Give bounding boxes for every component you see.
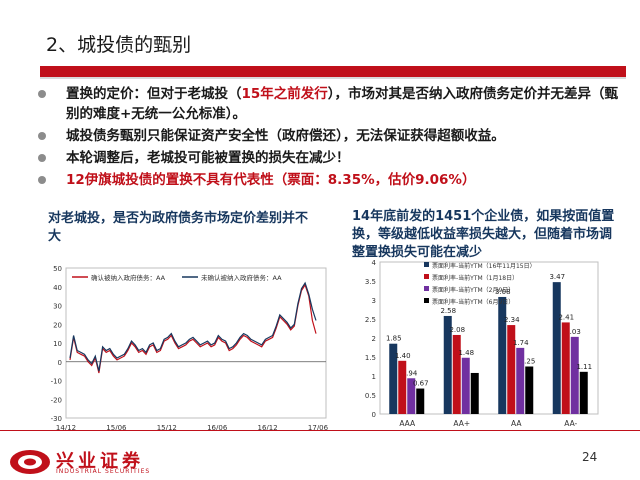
bullet-highlight: 15年之前发行: [241, 86, 328, 102]
bar-AA+-series-3: [470, 372, 479, 414]
footer-divider: [0, 430, 640, 431]
line-y-tick-label: -20: [51, 396, 62, 404]
bullet-item: 本轮调整后，老城投可能被置换的损失在减少！: [38, 148, 628, 168]
bar-AAA-series-0: [389, 343, 398, 414]
bar-data-label: 2.08: [449, 326, 465, 334]
bullet-item: 城投债务甄别只能保证资产安全性（政府偿还），无法保证获得超额收益。: [38, 126, 628, 146]
bar-AA--series-2: [570, 336, 579, 414]
line-legend-label: 未确认被纳入政府债务：AA: [201, 273, 282, 282]
line-x-tick-label: 16/12: [258, 424, 278, 432]
bar-x-tick-label: AAA: [399, 419, 416, 428]
bullet-list: 置换的定价：但对于老城投（15年之前发行），市场对其是否纳入政府债务定价并无差异…: [38, 84, 628, 192]
bar-y-tick-label: 4: [372, 259, 377, 267]
line-x-tick-label: 16/06: [207, 424, 228, 432]
bar-chart-frame: [379, 261, 599, 415]
line-y-tick-label: 40: [53, 284, 62, 292]
bar-legend-label: 票面利率-当前YTM（1月18日）: [432, 274, 518, 282]
bar-data-label: 0.67: [413, 380, 429, 388]
line-x-tick-label: 17/06: [308, 424, 329, 432]
bullet-text: ），市场对其是否纳入政府债务定价并无差异（甄别的难度+无统一公允标准）。: [66, 86, 619, 122]
bar-data-label: 2.41: [558, 313, 574, 321]
line-y-tick-label: 50: [53, 265, 62, 273]
bar-y-tick-label: 2: [372, 335, 376, 343]
bar-data-label: .03: [570, 328, 581, 336]
bar-AA+-series-0: [443, 315, 452, 414]
bar-data-label: 3.47: [549, 273, 565, 281]
title-underline-shadow: [40, 77, 626, 79]
left-chart-caption: 对老城投，是否为政府债务市场定价差别并不大: [48, 211, 309, 244]
company-name-en: INDUSTRIAL SECURITIES: [56, 468, 151, 475]
line-y-tick-label: 10: [53, 340, 62, 348]
bar-y-tick-label: 3.5: [365, 278, 376, 286]
bullet-text: 置换的定价：但对于老城投（: [66, 86, 242, 102]
line-x-tick-label: 15/06: [106, 424, 127, 432]
right-chart-caption: 14年底前发的1451个企业债，如果按面值置换，等级越低收益率损失越大，但随着市…: [352, 209, 615, 260]
bar-legend-swatch: [424, 262, 429, 267]
bar-AAA-series-1: [398, 360, 407, 414]
bullet-dot-icon: [38, 176, 46, 184]
bar-AA+-series-1: [452, 334, 461, 414]
bullet-dot-icon: [38, 132, 46, 140]
bar-y-tick-label: 3: [372, 297, 376, 305]
line-chart-frame: [65, 267, 327, 419]
line-y-tick-label: 30: [53, 303, 62, 311]
bar-y-tick-label: 2.5: [365, 316, 376, 324]
bar-AA-series-3: [525, 366, 534, 414]
bar-x-tick-label: AA: [511, 419, 522, 428]
line-x-tick-label: 14/12: [56, 424, 76, 432]
bar-legend-swatch: [424, 274, 429, 279]
company-logo-icon: [10, 450, 50, 474]
bar-data-label: 3.08: [495, 288, 511, 296]
bullet-dot-icon: [38, 154, 46, 162]
bar-legend-swatch: [424, 298, 429, 303]
company-name-cn: 兴业证券: [56, 451, 144, 472]
bar-legend-label: 票面利率-当前YTM（16年11月15日）: [432, 262, 536, 270]
bar-data-label: 1.11: [576, 363, 592, 371]
bullet-dot-icon: [38, 90, 46, 98]
bar-data-label: 2.34: [504, 316, 520, 324]
bar-AA--series-0: [552, 282, 561, 414]
bar-y-tick-label: 1: [372, 373, 376, 381]
line-y-tick-label: 0: [58, 359, 62, 367]
line-series-0: [69, 283, 317, 374]
bullet-item: 12伊旗城投债的置换不具有代表性（票面：8.35%，估价9.06%）: [38, 170, 628, 190]
bar-data-label: 1.40: [395, 352, 411, 360]
bar-AA--series-1: [561, 322, 570, 414]
bar-x-tick-label: AA+: [453, 419, 470, 428]
title-underline-bar: [40, 66, 626, 78]
bullet-item: 置换的定价：但对于老城投（15年之前发行），市场对其是否纳入政府债务定价并无差异…: [38, 84, 628, 124]
bar-y-tick-label: 1.5: [365, 354, 376, 362]
page-title: 2、城投债的甄别: [46, 34, 192, 56]
bar-x-tick-label: AA-: [564, 419, 577, 428]
line-y-tick-label: -30: [51, 415, 62, 423]
bar-y-tick-label: 0: [372, 411, 376, 419]
bar-legend-swatch: [424, 286, 429, 291]
bar-AAA-series-3: [416, 388, 425, 414]
line-series-1: [69, 281, 317, 372]
bar-data-label: .25: [524, 358, 535, 366]
bar-legend-label: 票面利率-当前YTM（2月9日）: [432, 286, 514, 294]
line-y-tick-label: -10: [51, 378, 62, 386]
bar-AA--series-3: [579, 371, 588, 414]
line-legend-label: 确认被纳入政府债务：AA: [91, 273, 166, 282]
bar-legend-label: 票面利率-当前YTM（6月9日）: [432, 298, 514, 306]
bar-AA-series-2: [516, 347, 525, 414]
bar-data-label: 1.85: [386, 335, 402, 343]
bar-AA-series-1: [507, 325, 516, 414]
bar-data-label: 2.58: [440, 307, 456, 315]
bar-y-tick-label: 0.5: [365, 392, 376, 400]
bullet-text: 本轮调整后，老城投可能被置换的损失在减少！: [66, 150, 350, 166]
bar-AAA-series-2: [407, 378, 416, 414]
line-y-tick-label: 20: [53, 321, 62, 329]
bar-data-label: 1.48: [458, 349, 474, 357]
bar-AA-series-0: [498, 296, 507, 414]
line-x-tick-label: 15/12: [157, 424, 177, 432]
page-number: 24: [582, 450, 598, 464]
bar-AA+-series-2: [461, 357, 470, 414]
bar-data-label: .94: [406, 369, 418, 377]
bar-data-label: 1.74: [513, 339, 529, 347]
bullet-text: 城投债务甄别只能保证资产安全性（政府偿还），无法保证获得超额收益。: [66, 128, 505, 144]
bullet-text: 12伊旗城投债的置换不具有代表性（票面：8.35%，估价9.06%）: [66, 172, 476, 188]
